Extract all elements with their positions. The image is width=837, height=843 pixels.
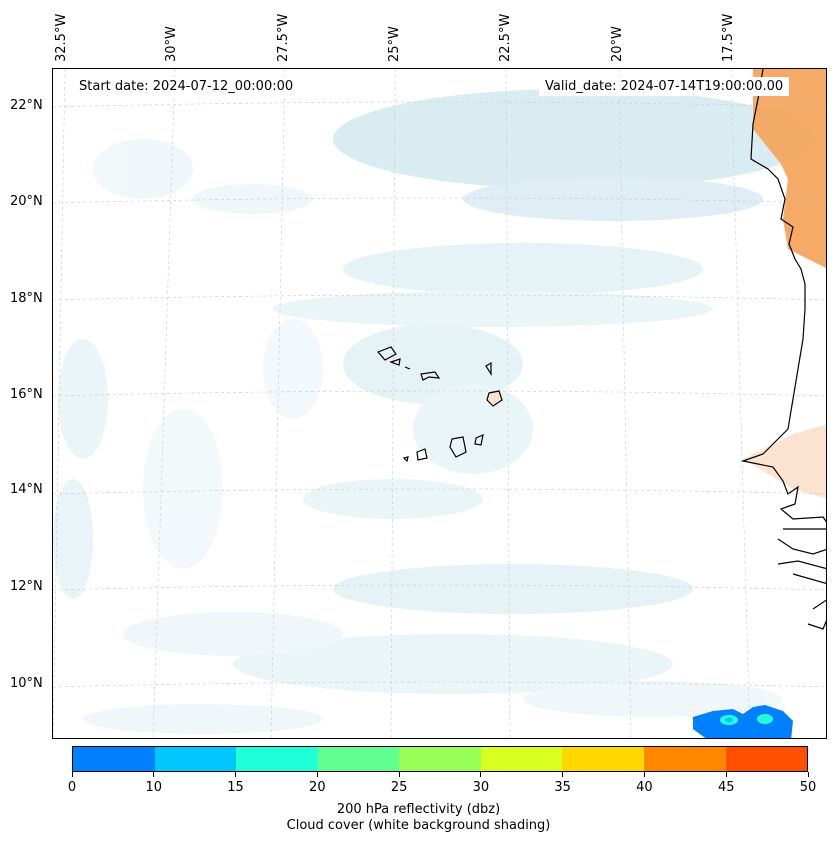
colorbar-segment xyxy=(399,747,481,771)
colorbar-segment xyxy=(236,747,318,771)
lon-label-27-5w: 27.5°W xyxy=(276,13,291,62)
lon-label-32-5w: 32.5°W xyxy=(54,13,69,62)
colorbar-tick-mark xyxy=(153,772,155,777)
colorbar-tick-label: 0 xyxy=(67,780,77,795)
colorbar-tick-label: 20 xyxy=(309,780,326,795)
colorbar-tick-mark xyxy=(398,772,400,777)
valid-date-label: Valid_date: 2024-07-14T19:00:00.00 xyxy=(539,77,790,96)
map-panel[interactable] xyxy=(52,68,827,739)
colorbar-tick-mark xyxy=(807,772,809,777)
colorbar-tick-mark xyxy=(562,772,564,777)
colorbar-segment xyxy=(480,747,563,771)
colorbar xyxy=(72,746,808,772)
coastline xyxy=(740,69,826,630)
colorbar-segment xyxy=(725,747,808,771)
lat-label-16n: 16°N xyxy=(10,387,43,402)
colorbar-tick-label: 25 xyxy=(390,780,408,795)
colorbar-tick-mark xyxy=(316,772,318,777)
colorbar-tick-mark xyxy=(235,772,237,777)
colorbar-tick-label: 15 xyxy=(227,780,244,795)
lat-label-14n: 14°N xyxy=(10,482,43,497)
colorbar-tick-label: 45 xyxy=(717,780,735,795)
colorbar-segment xyxy=(643,747,726,771)
colorbar-tick-label: 30 xyxy=(472,780,490,795)
colorbar-tick-label: 50 xyxy=(799,780,817,795)
colorbar-tick-label: 10 xyxy=(145,780,163,795)
colorbar-segment xyxy=(73,747,155,771)
lat-label-12n: 12°N xyxy=(10,579,43,594)
colorbar-tick-label: 40 xyxy=(636,780,653,795)
lon-label-17-5w: 17.5°W xyxy=(721,13,736,62)
lon-label-22-5w: 22.5°W xyxy=(498,13,513,62)
colorbar-tick-mark xyxy=(725,772,727,777)
lon-label-20w: 20°W xyxy=(610,26,625,62)
start-date-label: Start date: 2024-07-12_00:00:00 xyxy=(73,77,300,96)
colorbar-title: 200 hPa reflectivity (dbz) xyxy=(336,802,501,817)
lon-label-30w: 30°W xyxy=(164,26,179,62)
colorbar-segment xyxy=(562,747,644,771)
graticule xyxy=(53,69,826,738)
lat-label-20n: 20°N xyxy=(10,194,43,209)
lat-label-10n: 10°N xyxy=(10,676,43,691)
reflectivity-echoes xyxy=(693,705,793,738)
colorbar-subtitle: Cloud cover (white background shading) xyxy=(286,818,551,833)
lat-label-22n: 22°N xyxy=(10,98,43,113)
cloud-cover-shading xyxy=(53,89,813,734)
colorbar-segment xyxy=(317,747,400,771)
lon-label-25w: 25°W xyxy=(387,26,402,62)
map-canvas xyxy=(53,69,826,738)
colorbar-segment xyxy=(154,747,237,771)
colorbar-tick-label: 35 xyxy=(554,780,571,795)
colorbar-tick-mark xyxy=(480,772,482,777)
colorbar-tick-mark xyxy=(643,772,645,777)
colorbar-tick-mark xyxy=(71,772,73,777)
cape-verde-islands xyxy=(376,346,503,463)
lat-label-18n: 18°N xyxy=(10,291,43,306)
